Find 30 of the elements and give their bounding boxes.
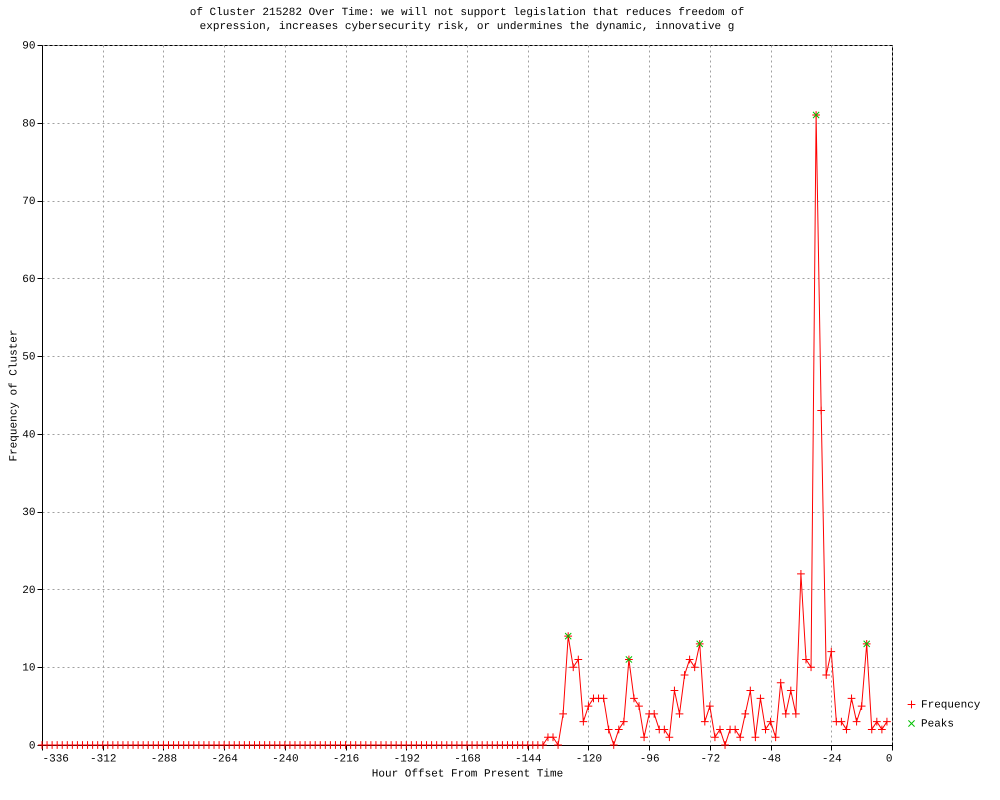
x-tick-label: -312 [90, 754, 116, 766]
x-tick-label: -336 [42, 754, 69, 766]
y-tick-label: 90 [22, 40, 36, 52]
chart-title: of Cluster 215282 Over Time: we will not support legislation that reduces freedom of expression, increases cybersecurity risk, or undermines the dynamic, innovative g [190, 7, 744, 33]
y-tick-label: 70 [22, 196, 36, 208]
legend-label: Frequency [921, 700, 981, 712]
y-tick-label: 40 [22, 429, 36, 442]
y-tick-label: 50 [22, 352, 36, 364]
x-tick-label: -240 [272, 754, 299, 766]
x-tick-label: -96 [640, 754, 660, 766]
y-tick-label: 30 [22, 507, 36, 520]
x-tick-label: -72 [700, 754, 720, 766]
x-tick-label: -120 [576, 754, 602, 766]
y-tick-label: 20 [22, 584, 36, 597]
x-tick-label: -24 [822, 754, 842, 766]
x-tick-label: -192 [394, 754, 420, 766]
x-tick-label: -216 [332, 754, 360, 766]
x-tick-label: 0 [886, 754, 892, 766]
legend-label: Peaks [921, 718, 954, 730]
x-tick-label: -264 [211, 754, 238, 766]
y-tick-label: 0 [28, 740, 36, 752]
x-tick-label: -168 [454, 754, 481, 766]
y-tick-label: 60 [22, 274, 36, 286]
x-axis-title: Hour Offset From Present Time [372, 768, 564, 780]
x-tick-label: -48 [761, 754, 781, 766]
y-axis-title: Frequency of Cluster [8, 329, 20, 462]
x-tick-label: -144 [515, 754, 542, 766]
y-tick-label: 10 [22, 662, 36, 675]
y-tick-label: 80 [22, 118, 36, 130]
x-tick-label: -288 [150, 754, 178, 766]
